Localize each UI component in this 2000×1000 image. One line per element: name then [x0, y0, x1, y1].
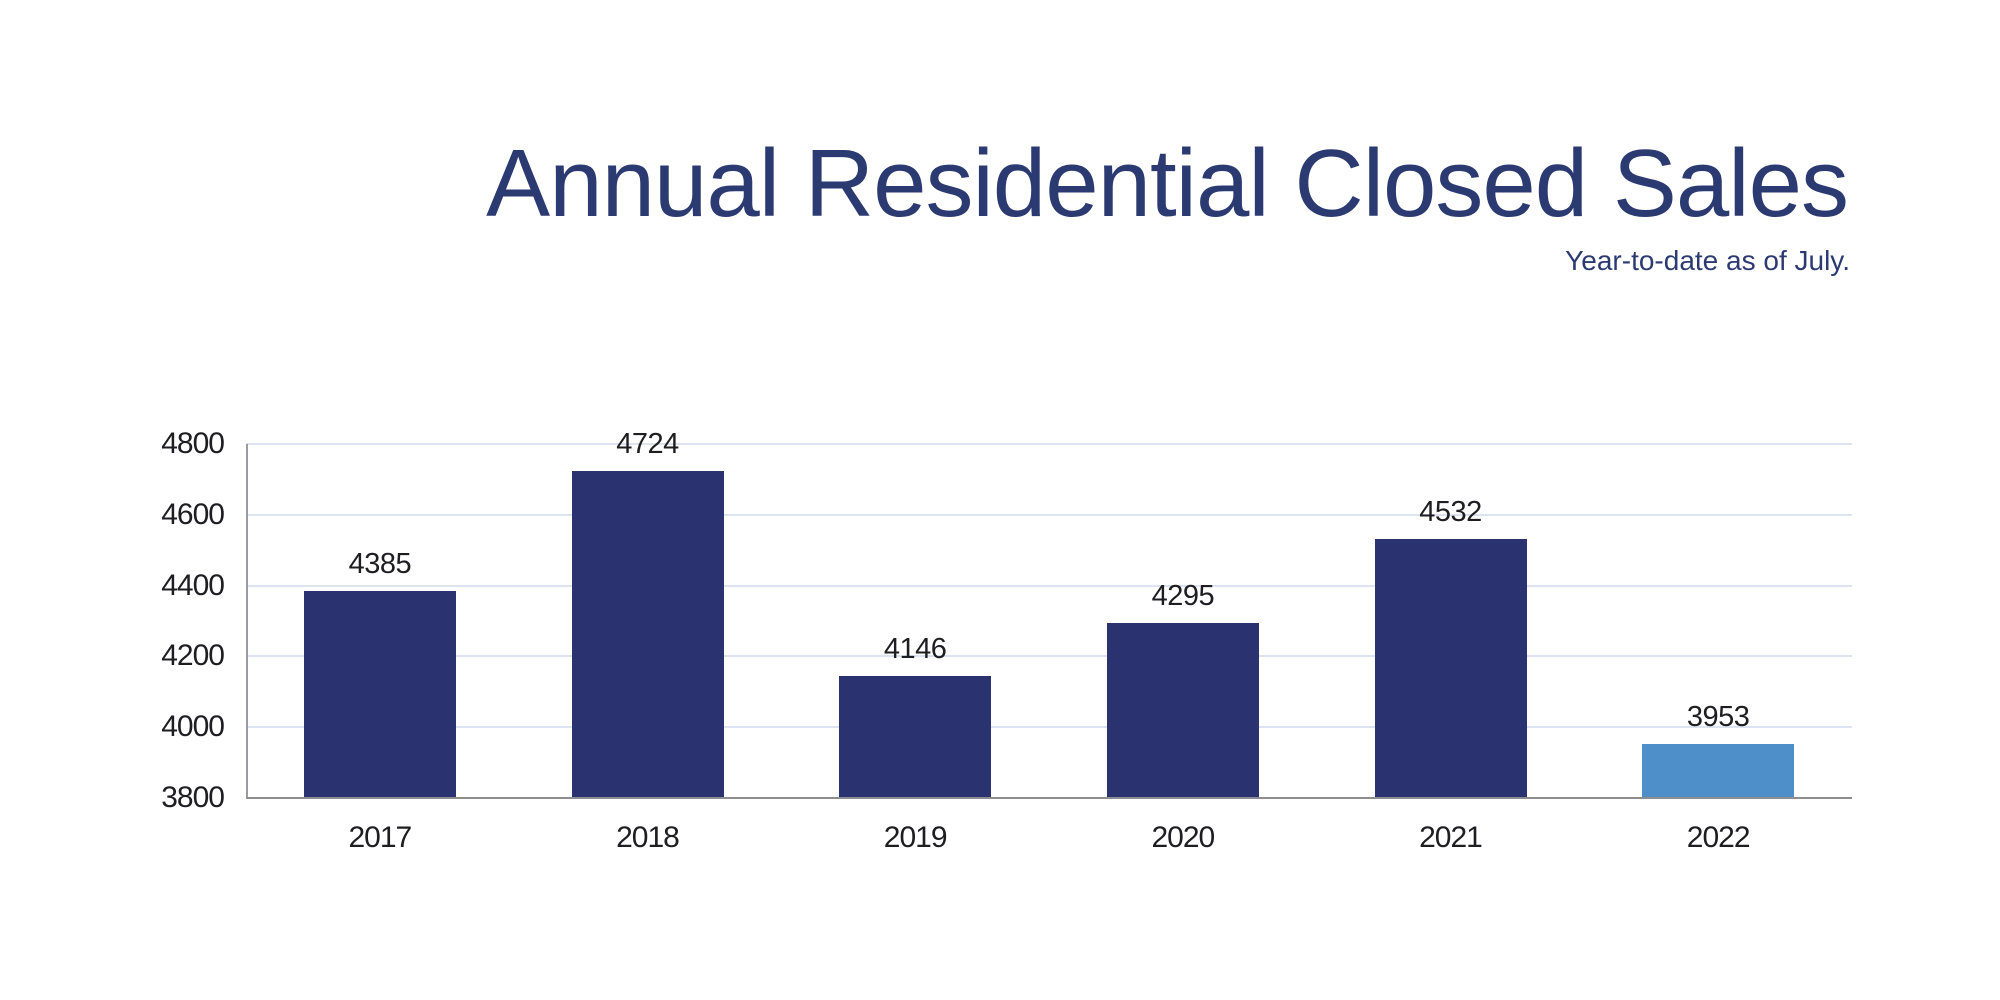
bar-value-label-2021: 4532	[1419, 495, 1482, 528]
x-axis-category-label-2021: 2021	[1419, 821, 1483, 854]
x-axis-category-label-2018: 2018	[616, 821, 680, 854]
chart-title: Annual Residential Closed Sales	[486, 130, 1849, 237]
gridline-4800	[246, 443, 1852, 445]
y-axis-tick-label-4400: 4400	[161, 568, 225, 602]
bar-value-label-2018: 4724	[616, 427, 679, 460]
bar-2018	[571, 470, 724, 798]
bar-value-label-2020: 4295	[1151, 579, 1215, 612]
bar-2020	[1106, 622, 1259, 798]
chart-subtitle: Year-to-date as of July.	[1565, 245, 1850, 276]
gridline-4200	[246, 655, 1852, 658]
y-axis-tick-label-4200: 4200	[161, 639, 225, 673]
y-axis-tick-label-4800: 4800	[161, 427, 225, 460]
bar-value-label-2017: 4385	[348, 547, 412, 580]
x-axis-category-label-2019: 2019	[883, 821, 948, 854]
bar-value-label-2019: 4146	[883, 632, 947, 665]
x-axis-category-label-2022: 2022	[1686, 821, 1751, 854]
y-axis-line	[246, 444, 248, 798]
y-axis-tick-label-4600: 4600	[161, 497, 225, 531]
x-axis-category-label-2017: 2017	[348, 821, 412, 854]
gridline-4600	[246, 513, 1852, 516]
gridline-4400	[246, 584, 1852, 587]
bar-2019	[839, 675, 992, 798]
x-axis-category-label-2020: 2020	[1151, 821, 1215, 854]
bar-2021	[1374, 538, 1527, 798]
bar-value-label-2022: 3953	[1686, 700, 1750, 733]
x-axis-line	[246, 797, 1852, 799]
bar-2022	[1642, 743, 1795, 798]
y-axis-tick-label-4000: 4000	[161, 710, 225, 744]
y-axis-tick-label-3800: 3800	[161, 781, 225, 814]
gridline-4000	[246, 726, 1852, 729]
bar-2017	[303, 590, 456, 798]
